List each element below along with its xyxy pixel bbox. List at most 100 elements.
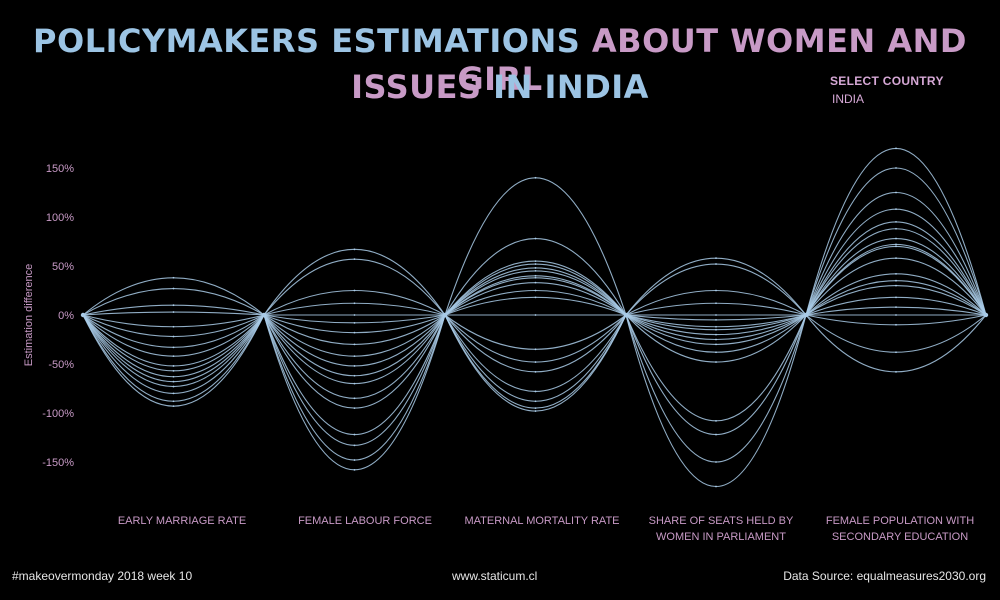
arc-peak-point[interactable]: [172, 325, 175, 328]
arc-peak-point[interactable]: [353, 382, 356, 385]
estimation-arc[interactable]: [625, 257, 807, 316]
estimation-arc[interactable]: [805, 228, 987, 316]
arc-peak-point[interactable]: [715, 338, 717, 341]
estimation-arc[interactable]: [82, 314, 265, 378]
arc-peak-point[interactable]: [172, 335, 175, 338]
arc-peak-point[interactable]: [715, 433, 717, 436]
arc-peak-point[interactable]: [534, 274, 537, 277]
arc-peak-point[interactable]: [895, 191, 897, 194]
arc-peak-point[interactable]: [172, 355, 175, 358]
estimation-arc[interactable]: [805, 314, 987, 373]
arc-peak-point[interactable]: [895, 314, 897, 316]
arc-peak-point[interactable]: [172, 405, 175, 408]
arc-peak-point[interactable]: [715, 314, 717, 316]
arc-peak-point[interactable]: [534, 400, 537, 403]
estimation-arc[interactable]: [805, 221, 987, 316]
estimation-arc[interactable]: [625, 314, 807, 422]
arc-peak-point[interactable]: [895, 208, 897, 211]
arc-peak-point[interactable]: [715, 361, 717, 363]
arc-peak-point[interactable]: [534, 370, 537, 373]
estimation-arc[interactable]: [805, 314, 987, 353]
arc-peak-point[interactable]: [895, 306, 897, 309]
arc-peak-point[interactable]: [534, 361, 537, 363]
arc-peak-point[interactable]: [172, 385, 175, 388]
arc-peak-point[interactable]: [715, 351, 717, 354]
arc-peak-point[interactable]: [534, 407, 537, 409]
arc-peak-point[interactable]: [895, 351, 897, 354]
select-country-dropdown[interactable]: INDIA: [832, 92, 865, 106]
estimation-arc[interactable]: [625, 314, 807, 463]
arc-peak-point[interactable]: [895, 370, 897, 373]
arc-peak-point[interactable]: [172, 369, 175, 372]
arc-peak-point[interactable]: [353, 289, 356, 292]
arc-peak-point[interactable]: [534, 270, 537, 272]
estimation-arc[interactable]: [82, 314, 265, 338]
arc-peak-point[interactable]: [715, 461, 717, 463]
arc-peak-point[interactable]: [353, 321, 356, 324]
estimation-arc[interactable]: [263, 314, 446, 471]
arc-peak-point[interactable]: [534, 263, 537, 265]
arc-peak-point[interactable]: [715, 302, 717, 305]
estimation-arc[interactable]: [625, 314, 807, 435]
arc-peak-point[interactable]: [172, 400, 175, 403]
estimation-arc[interactable]: [805, 167, 987, 316]
arc-peak-point[interactable]: [353, 343, 356, 346]
estimation-arc[interactable]: [805, 208, 987, 316]
arc-peak-point[interactable]: [534, 281, 537, 284]
arc-peak-point[interactable]: [353, 397, 356, 400]
arc-peak-point[interactable]: [715, 319, 717, 321]
arc-peak-point[interactable]: [534, 237, 537, 240]
arc-peak-point[interactable]: [895, 237, 897, 240]
estimation-arc[interactable]: [625, 302, 807, 316]
arc-peak-point[interactable]: [534, 276, 537, 279]
estimation-arc[interactable]: [263, 314, 446, 384]
arc-peak-point[interactable]: [895, 323, 897, 326]
arc-peak-point[interactable]: [353, 365, 356, 367]
footer-website-link[interactable]: www.staticum.cl: [452, 569, 538, 583]
estimation-arc[interactable]: [82, 288, 265, 316]
estimation-arc[interactable]: [82, 314, 265, 348]
arc-peak-point[interactable]: [353, 407, 356, 409]
arc-peak-point[interactable]: [172, 365, 175, 367]
arc-peak-point[interactable]: [715, 328, 717, 331]
arc-peak-point[interactable]: [895, 272, 897, 275]
arc-peak-point[interactable]: [534, 390, 537, 393]
arc-peak-point[interactable]: [353, 444, 356, 447]
arc-peak-point[interactable]: [353, 248, 356, 251]
estimation-arc[interactable]: [263, 314, 446, 446]
arc-peak-point[interactable]: [534, 289, 537, 292]
arc-peak-point[interactable]: [353, 433, 356, 436]
arc-peak-point[interactable]: [172, 392, 175, 395]
arc-peak-point[interactable]: [715, 485, 717, 488]
arc-peak-point[interactable]: [534, 314, 537, 316]
arc-peak-point[interactable]: [715, 325, 717, 328]
estimation-arc[interactable]: [444, 314, 627, 363]
estimation-arc[interactable]: [805, 314, 987, 326]
arc-peak-point[interactable]: [534, 176, 537, 179]
estimation-arc[interactable]: [625, 314, 807, 488]
arc-peak-point[interactable]: [895, 245, 897, 248]
arc-peak-point[interactable]: [353, 374, 356, 377]
arc-peak-point[interactable]: [534, 260, 537, 262]
arc-peak-point[interactable]: [353, 302, 356, 305]
arc-peak-point[interactable]: [895, 279, 897, 282]
arc-peak-point[interactable]: [353, 258, 356, 261]
arc-peak-point[interactable]: [895, 284, 897, 287]
estimation-arc[interactable]: [805, 238, 987, 316]
arc-peak-point[interactable]: [353, 355, 356, 358]
estimation-arc[interactable]: [444, 238, 627, 316]
arc-peak-point[interactable]: [172, 380, 175, 383]
arc-peak-point[interactable]: [895, 296, 897, 299]
estimation-arc[interactable]: [805, 306, 987, 316]
arc-peak-point[interactable]: [895, 221, 897, 223]
estimation-arc[interactable]: [82, 314, 265, 407]
arc-peak-point[interactable]: [353, 468, 356, 471]
arc-peak-point[interactable]: [715, 257, 717, 260]
arc-peak-point[interactable]: [172, 276, 175, 279]
estimation-arc[interactable]: [263, 314, 446, 324]
estimation-arc[interactable]: [444, 290, 627, 316]
arc-peak-point[interactable]: [534, 296, 537, 299]
arc-peak-point[interactable]: [172, 287, 175, 290]
arc-peak-point[interactable]: [534, 267, 537, 269]
estimation-arc[interactable]: [625, 263, 807, 316]
